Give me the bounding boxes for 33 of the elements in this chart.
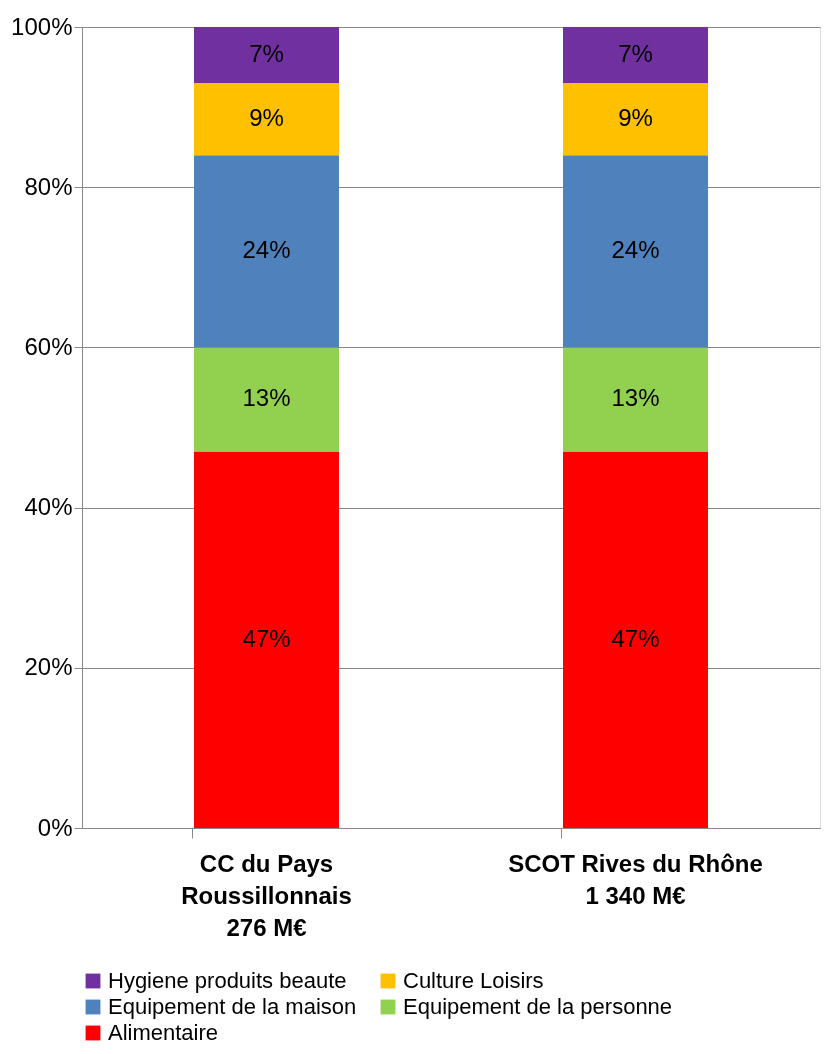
legend-label: Alimentaire [108,1020,219,1045]
bar [194,83,339,156]
bar [563,27,708,84]
legend-label: Equipement de la personne [403,994,673,1019]
y-tick-label: 60% [24,332,73,360]
y-tick-label: 0% [37,813,73,841]
data-label: 24% [611,236,660,264]
bar [194,451,339,828]
data-label: 13% [611,384,660,412]
data-label: 9% [249,104,284,132]
data-label: 47% [242,624,291,652]
legend-label: Equipement de la maison [108,994,357,1019]
data-label: 7% [249,40,284,68]
bar [563,347,708,452]
legend-label: Hygiene produits beaute [108,968,347,993]
data-label: 24% [242,236,291,264]
bar [563,155,708,348]
data-label: 7% [618,40,653,68]
legend-label: Culture Loisirs [403,968,544,993]
bar [194,347,339,452]
bar [563,83,708,156]
y-tick-label: 40% [24,493,73,521]
x-tick-label: SCOT Rives du Rhône 1 340 M€ [508,849,763,909]
bar [563,451,708,828]
y-tick-label: 20% [24,653,73,681]
bar [194,155,339,348]
data-label: 9% [618,104,653,132]
data-label: 47% [611,624,660,652]
data-label: 13% [242,384,291,412]
bar [194,27,339,84]
x-tick-label: CC du Pays Roussillonnais 276 M€ [181,849,352,941]
y-tick-label: 100% [11,12,73,40]
y-tick-label: 80% [24,172,73,200]
